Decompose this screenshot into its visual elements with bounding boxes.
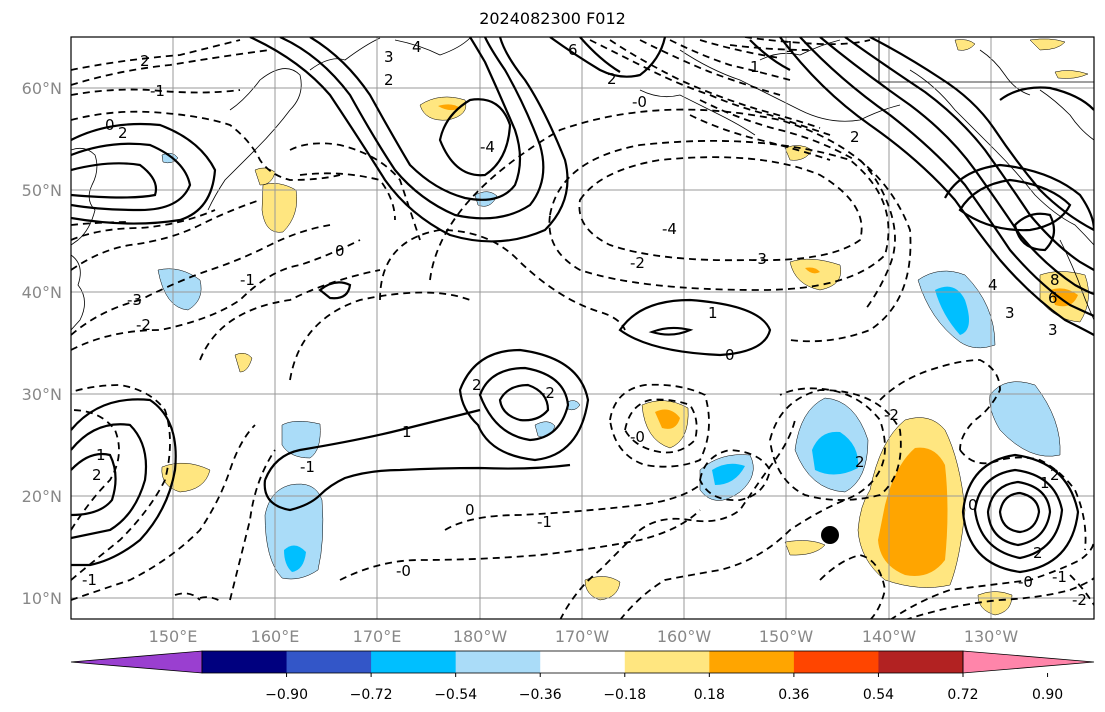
lon-label: 180°W bbox=[453, 627, 508, 646]
lon-label: 140°W bbox=[862, 627, 917, 646]
svg-text:2: 2 bbox=[472, 376, 482, 394]
svg-text:0: 0 bbox=[968, 496, 978, 514]
lat-label: 20°N bbox=[22, 487, 62, 506]
svg-text:4: 4 bbox=[988, 276, 998, 294]
svg-text:-2: -2 bbox=[884, 406, 899, 424]
svg-text:2: 2 bbox=[92, 466, 102, 484]
svg-text:-2: -2 bbox=[136, 316, 151, 334]
svg-text:6: 6 bbox=[568, 41, 578, 59]
svg-text:8: 8 bbox=[1050, 271, 1060, 289]
colorbar-segment bbox=[202, 651, 288, 673]
colorbar-extend-low bbox=[70, 650, 203, 674]
lon-label: 170°E bbox=[353, 627, 402, 646]
svg-text:2: 2 bbox=[1050, 466, 1060, 484]
svg-text:-1: -1 bbox=[82, 571, 97, 589]
svg-text:0: 0 bbox=[465, 501, 475, 519]
latitude-axis: 60°N 50°N 40°N 30°N 20°N 10°N bbox=[22, 79, 62, 608]
svg-text:-0: -0 bbox=[1018, 573, 1033, 591]
svg-text:-0: -0 bbox=[632, 93, 647, 111]
svg-text:2: 2 bbox=[850, 128, 860, 146]
svg-text:-1: -1 bbox=[150, 82, 165, 100]
colorbar-tick-label: 0.90 bbox=[1032, 687, 1063, 703]
map-frame bbox=[70, 36, 1095, 620]
positive-contours bbox=[71, 37, 1094, 574]
lat-label: 10°N bbox=[22, 589, 62, 608]
lon-label: 170°W bbox=[555, 627, 610, 646]
colorbar-segment bbox=[371, 651, 457, 673]
figure-title: 2024082300 F012 bbox=[479, 9, 626, 28]
svg-text:1: 1 bbox=[1040, 474, 1050, 492]
colorbar-segment bbox=[878, 651, 964, 673]
colorbar-tick-label: 0.18 bbox=[694, 687, 725, 703]
svg-text:0: 0 bbox=[105, 116, 115, 134]
lon-label: 150°W bbox=[759, 627, 814, 646]
colorbar-segment bbox=[286, 651, 372, 673]
colorbar-tick-label: −0.90 bbox=[265, 687, 308, 703]
svg-text:-2: -2 bbox=[1072, 591, 1087, 609]
negative-contours bbox=[71, 37, 1094, 619]
colorbar-tick-label: −0.72 bbox=[350, 687, 393, 703]
svg-text:-0: -0 bbox=[630, 428, 645, 446]
colorbar: −0.90 −0.72 −0.54 −0.36 −0.18 0.18 0.36 0.54 0.7… bbox=[70, 650, 1095, 703]
colorbar-tick-label: −0.36 bbox=[519, 687, 562, 703]
svg-text:2: 2 bbox=[607, 70, 617, 88]
colorbar-frame bbox=[201, 650, 964, 674]
colorbar-segment bbox=[540, 651, 626, 673]
lon-label: 160°E bbox=[251, 627, 300, 646]
svg-text:1: 1 bbox=[750, 58, 760, 76]
svg-text:3: 3 bbox=[1005, 304, 1015, 322]
svg-text:-4: -4 bbox=[662, 220, 677, 238]
longitude-axis: 150°E 160°E 170°E 180°W 170°W 160°W 150°… bbox=[149, 627, 1019, 646]
svg-text:-0: -0 bbox=[396, 562, 411, 580]
svg-text:3: 3 bbox=[384, 48, 394, 66]
svg-text:2: 2 bbox=[1033, 544, 1043, 562]
svg-text:2: 2 bbox=[118, 124, 128, 142]
svg-text:-1: -1 bbox=[240, 271, 255, 289]
colorbar-extend-high bbox=[962, 650, 1095, 674]
contour-labels: 2 -1 2 3 4 6 1 2 -0 2 -4 1 0 -4 -3 -2 0 … bbox=[82, 38, 1087, 609]
lon-label: 160°W bbox=[657, 627, 712, 646]
svg-text:1: 1 bbox=[708, 304, 718, 322]
lon-label: 130°W bbox=[964, 627, 1019, 646]
svg-text:6: 6 bbox=[1048, 289, 1058, 307]
svg-text:4: 4 bbox=[412, 38, 422, 56]
colorbar-segment bbox=[624, 651, 710, 673]
svg-text:-1: -1 bbox=[537, 513, 552, 531]
colorbar-tick-label: 0.72 bbox=[947, 687, 978, 703]
coastlines bbox=[71, 37, 1094, 331]
svg-text:1: 1 bbox=[402, 423, 412, 441]
storm-position-marker bbox=[821, 526, 839, 544]
svg-text:2: 2 bbox=[384, 71, 394, 89]
lat-label: 50°N bbox=[22, 181, 62, 200]
svg-text:-1: -1 bbox=[1052, 568, 1067, 586]
svg-text:-3: -3 bbox=[127, 291, 142, 309]
svg-text:-4: -4 bbox=[480, 138, 495, 156]
lat-label: 30°N bbox=[22, 385, 62, 404]
colorbar-tick-label: 0.54 bbox=[863, 687, 894, 703]
lat-label: 60°N bbox=[22, 79, 62, 98]
lon-label: 150°E bbox=[149, 627, 198, 646]
svg-text:-2: -2 bbox=[540, 384, 555, 402]
colorbar-tick-label: −0.18 bbox=[603, 687, 646, 703]
colorbar-tick-label: 0.36 bbox=[778, 687, 809, 703]
svg-text:1: 1 bbox=[785, 38, 795, 56]
svg-text:-1: -1 bbox=[300, 458, 315, 476]
colorbar-tick-label: −0.54 bbox=[434, 687, 477, 703]
svg-text:0: 0 bbox=[725, 346, 735, 364]
svg-text:0: 0 bbox=[335, 242, 345, 260]
colorbar-segment bbox=[455, 651, 541, 673]
colorbar-segment bbox=[709, 651, 795, 673]
svg-text:-2: -2 bbox=[630, 254, 645, 272]
svg-text:1: 1 bbox=[96, 446, 106, 464]
colorbar-segment bbox=[793, 651, 879, 673]
svg-text:2: 2 bbox=[140, 52, 150, 70]
svg-text:2: 2 bbox=[855, 453, 865, 471]
svg-text:3: 3 bbox=[1048, 321, 1058, 339]
svg-text:-3: -3 bbox=[752, 250, 767, 268]
lat-label: 40°N bbox=[22, 283, 62, 302]
